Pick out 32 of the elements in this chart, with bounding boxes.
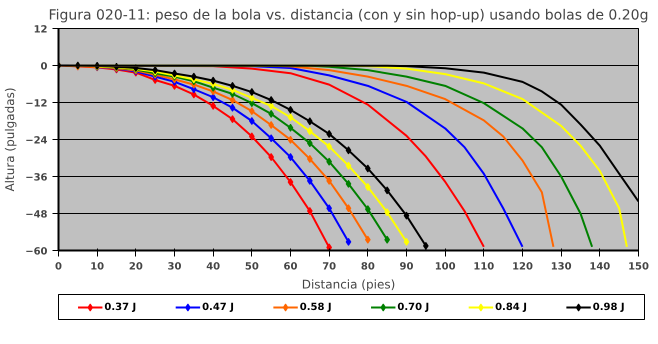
legend-label: 0.70 J <box>397 302 430 313</box>
x-axis-title: Distancia (pies) <box>302 278 396 292</box>
x-tick-label: 110 <box>473 262 494 272</box>
y-tick-label: −48 <box>25 210 48 220</box>
x-tick-label: 100 <box>434 262 456 272</box>
legend-label: 0.98 J <box>592 302 625 313</box>
x-tick-label: 30 <box>168 262 182 272</box>
y-tick-label: −24 <box>25 136 48 146</box>
y-tick-label: −12 <box>25 98 48 110</box>
y-tick-label: −60 <box>25 246 48 258</box>
x-tick-label: 40 <box>206 262 220 272</box>
x-tick-label: 0 <box>55 262 62 272</box>
legend-label: 0.37 J <box>104 302 136 313</box>
legend-label: 0.47 J <box>202 302 234 313</box>
x-tick-label: 120 <box>512 262 533 272</box>
x-tick-label: 50 <box>244 262 259 272</box>
x-tick-label: 140 <box>589 262 610 272</box>
x-tick-label: 20 <box>128 262 143 272</box>
chart-title: Figura 020-11: peso de la bola vs. distancia (con y sin hop-up) usando bolas de 0.20g <box>48 8 648 24</box>
x-tick-label: 150 <box>628 262 649 272</box>
x-tick-label: 10 <box>90 262 104 272</box>
x-tick-label: 80 <box>360 262 375 272</box>
legend-label: 0.84 J <box>495 302 527 313</box>
x-tick-label: 70 <box>322 262 336 272</box>
x-tick-label: 130 <box>550 262 572 272</box>
x-tick-label: 90 <box>400 262 414 272</box>
legend-label: 0.58 J <box>300 302 332 313</box>
y-tick-label: 12 <box>34 24 48 36</box>
y-tick-label: 0 <box>40 62 48 72</box>
y-axis-title: Altura (pulgadas) <box>3 87 18 192</box>
y-tick-label: −36 <box>25 172 48 184</box>
x-tick-label: 60 <box>284 262 298 272</box>
